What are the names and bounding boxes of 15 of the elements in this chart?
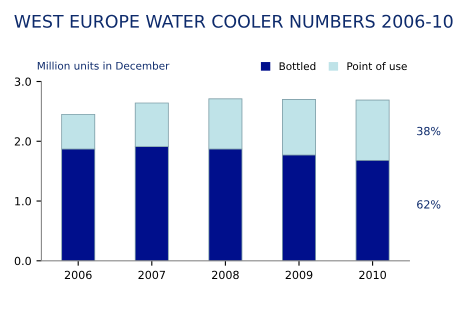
text: 62% — [417, 200, 440, 209]
x-tick-label: 2006 — [64, 270, 92, 280]
chart-subtitle: Million units in December — [38, 62, 170, 70]
y-tick-label: 1.0 — [15, 197, 31, 206]
x-tick-label: 2009 — [286, 270, 312, 280]
y-tick-label: 2.0 — [14, 137, 31, 146]
y-tick-label: 0.0 — [14, 256, 31, 266]
legend-label: Point of use — [347, 62, 407, 70]
legend-label: Bottled — [280, 62, 316, 70]
chart-title: WEST EUROPE WATER COOLER NUMBERS 2006-10 — [14, 14, 453, 28]
y-tick-label: 3.0 — [14, 77, 31, 86]
x-tick-label: 2010 — [359, 270, 386, 280]
x-tick-label: 2008 — [212, 270, 239, 280]
x-tick-label: 2007 — [138, 270, 165, 280]
text: 38% — [417, 126, 440, 136]
